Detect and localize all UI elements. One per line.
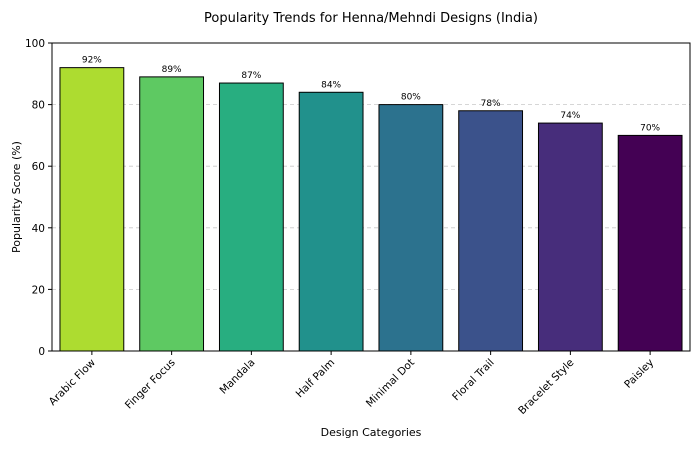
bars [59, 67, 683, 352]
y-tick-label: 100 [25, 38, 45, 50]
x-tick-label: Finger Focus [123, 357, 178, 412]
y-axis-label: Popularity Score (%) [10, 141, 23, 253]
data-label: 92% [82, 56, 102, 66]
data-label: 84% [321, 80, 341, 90]
bar-finger-focus [139, 76, 205, 352]
bar-bracelet-style [537, 122, 603, 352]
y-tick-label: 80 [32, 100, 45, 112]
data-labels: 92% 89% 87% 84% 80% 78% 74% 70% [82, 56, 661, 134]
x-axis: Arabic Flow Finger Focus Mandala Half Palm M… [47, 351, 656, 417]
x-tick-label: Arabic Flow [47, 356, 99, 408]
data-label: 74% [560, 111, 580, 121]
bar-arabic-flow [59, 67, 125, 352]
y-tick-label: 60 [32, 161, 45, 173]
bar-half-palm [298, 91, 364, 352]
x-axis-label: Design Categories [321, 426, 422, 439]
x-tick-label: Minimal Dot [364, 357, 417, 410]
x-tick-label: Paisley [622, 357, 656, 391]
data-label: 87% [241, 71, 261, 81]
data-label: 80% [401, 93, 421, 103]
y-tick-label: 20 [32, 284, 45, 296]
x-tick-label: Bracelet Style [516, 357, 576, 417]
data-label: 89% [162, 65, 182, 75]
x-tick-label: Floral Trail [450, 357, 497, 404]
data-label: 70% [640, 123, 660, 133]
data-label: 78% [481, 99, 501, 109]
bar-floral-trail [458, 110, 524, 352]
bar-mandala [218, 82, 284, 352]
bar-minimal-dot [378, 104, 444, 352]
bar-paisley [617, 134, 683, 352]
x-tick-label: Mandala [217, 357, 257, 397]
x-tick-label: Half Palm [294, 357, 338, 401]
y-tick-label: 40 [32, 223, 45, 235]
plot-frame [51, 42, 691, 352]
chart-title: Popularity Trends for Henna/Mehndi Desig… [204, 11, 538, 26]
y-tick-label: 0 [38, 346, 45, 358]
y-axis: 0 20 40 60 80 100 [25, 38, 52, 358]
